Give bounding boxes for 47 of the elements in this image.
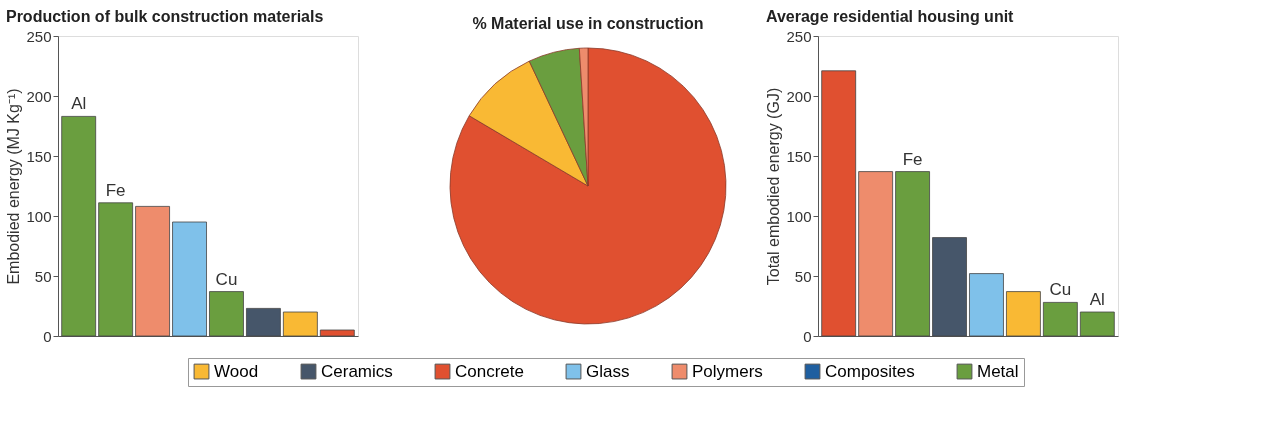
data-label: Fe (902, 149, 923, 169)
y-tick-label: 250 (26, 27, 52, 45)
y-tick-label: 200 (26, 87, 52, 105)
legend-label: Composites (825, 361, 915, 381)
data-label: Al (1089, 290, 1105, 309)
bar (821, 70, 857, 337)
y-tick-label: 50 (794, 267, 812, 285)
legend-label: Ceramics (321, 361, 393, 381)
bar (246, 308, 281, 337)
chart-title: % Material use in construction (472, 15, 704, 32)
bar (61, 116, 97, 337)
legend-label: Polymers (692, 361, 763, 381)
y-axis-title: Total embodied energy (GJ) (765, 87, 783, 286)
chart-title: Average residential housing unit (765, 8, 1015, 25)
bar (172, 221, 207, 337)
bar (1042, 302, 1078, 337)
y-axis-title: Embodied energy (MJ Kg⁻¹) (5, 88, 23, 285)
bar (135, 206, 170, 337)
y-tick-label: 150 (26, 147, 52, 165)
legend-label: Concrete (455, 361, 524, 381)
bar (98, 202, 134, 337)
y-tick-label: 100 (26, 207, 52, 225)
bar (1079, 311, 1115, 337)
y-tick-label: 150 (786, 147, 812, 165)
bar (858, 171, 894, 337)
legend-label: Glass (586, 361, 630, 381)
bar (282, 311, 318, 337)
bar (969, 273, 1004, 337)
data-label: Cu (215, 269, 238, 289)
y-tick-label: 200 (786, 87, 812, 105)
bar (1006, 291, 1041, 337)
bar (319, 329, 355, 337)
data-label: Fe (105, 180, 126, 200)
y-tick-label: 50 (34, 267, 52, 285)
bar (209, 291, 244, 337)
data-label: Al (71, 94, 87, 114)
bar (932, 237, 967, 337)
data-label: Cu (1049, 280, 1072, 300)
bar (895, 171, 930, 337)
y-tick-label: 250 (786, 27, 812, 45)
legend-label: Wood (214, 361, 259, 381)
y-tick-label: 0 (43, 327, 52, 345)
y-tick-label: 100 (786, 207, 812, 225)
pie-slice (449, 47, 727, 325)
y-tick-label: 0 (803, 327, 812, 345)
chart-title: Production of bulk construction materials (5, 8, 324, 25)
legend-label: Metal (977, 361, 1019, 381)
